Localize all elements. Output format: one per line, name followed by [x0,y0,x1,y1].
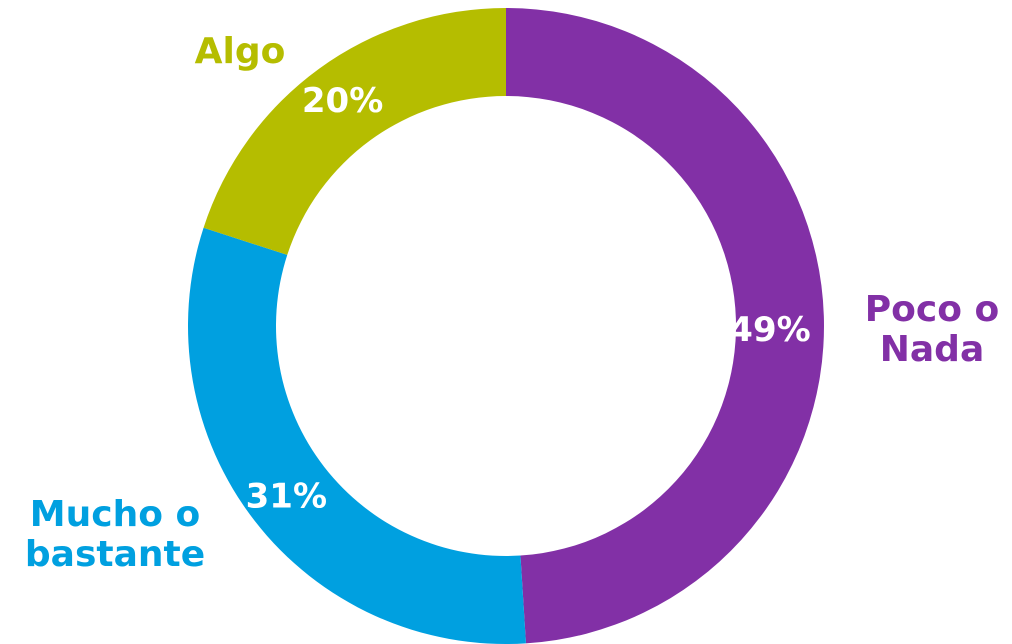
slice-poco-o-nada [506,8,824,644]
category-label-line: Nada [879,329,985,370]
category-label-line: Mucho o [29,494,201,535]
slice-algo [203,8,506,255]
category-label-line: bastante [24,534,206,575]
category-label-mucho-o-bastante: Mucho o bastante [10,495,220,575]
category-label-poco-o-nada: Poco o Nada [852,290,1012,370]
category-label-line: Algo [194,31,286,72]
category-label-line: Poco o [864,289,1000,330]
donut-slices [188,8,824,644]
pct-label-poco-o-nada: 49% [729,310,810,350]
percentage-labels: 49% 31% 20% [246,81,811,516]
category-label-algo: Algo [180,32,300,72]
pct-label-algo: 20% [302,81,383,121]
slice-mucho-o-bastante [188,227,526,644]
pct-label-mucho-o-bastante: 31% [246,476,327,516]
